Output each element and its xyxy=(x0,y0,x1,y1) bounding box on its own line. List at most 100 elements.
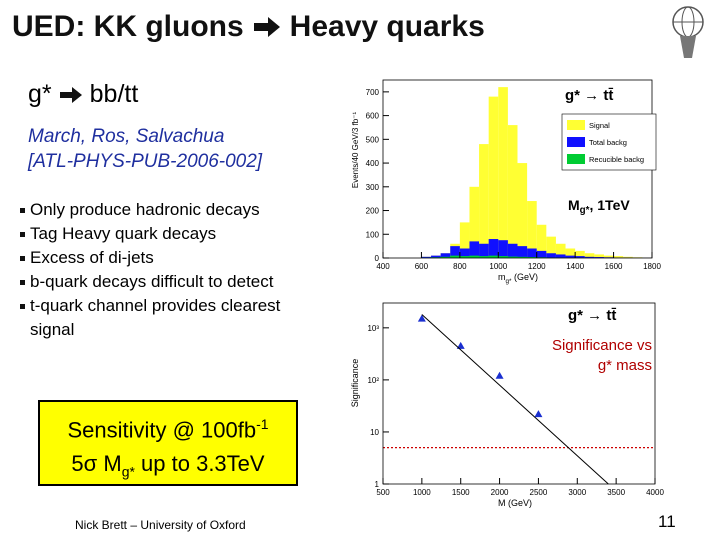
histogram-bar xyxy=(546,253,556,258)
footer: Nick Brett – University of Oxford xyxy=(75,518,246,532)
y-tick-label: 200 xyxy=(366,207,380,216)
legend-label: Signal xyxy=(589,121,610,130)
label-rest: (GeV) xyxy=(511,272,538,282)
y-tick-label: 0 xyxy=(375,254,380,263)
x-tick-label: 4000 xyxy=(646,488,664,497)
x-tick-label: 2000 xyxy=(491,488,509,497)
sensitivity-box: Sensitivity @ 100fb-1 5σ Mg* up to 3.3Te… xyxy=(38,400,298,486)
legend-swatch xyxy=(567,137,585,147)
legend-label: Total backg xyxy=(589,138,627,147)
histogram-bar xyxy=(584,253,595,258)
annotation: Significance vs xyxy=(552,337,652,354)
x-tick-label: 3500 xyxy=(607,488,625,497)
legend: Signal Total backg Recucible backg xyxy=(561,113,657,171)
histogram-bar xyxy=(459,222,470,258)
bullet: b-quark decays difficult to detect xyxy=(20,270,292,294)
x-tick-label: 1000 xyxy=(413,488,431,497)
y-tick-label: 10² xyxy=(367,376,379,385)
label-sub: g* xyxy=(506,278,513,285)
histogram-bar xyxy=(450,246,460,258)
histogram-bar xyxy=(517,246,528,258)
atlas-logo xyxy=(672,6,704,58)
histogram-bar xyxy=(431,255,441,258)
histogram-bar xyxy=(517,163,528,258)
reference-line: [ATL-PHYS-PUB-2006-002] xyxy=(28,151,263,172)
histogram-bar xyxy=(594,254,604,258)
box-line: 5σ Mg* up to 3.3TeV xyxy=(40,447,296,488)
label-rest: , 1TeV xyxy=(589,197,630,213)
y-tick-label: 300 xyxy=(366,183,380,192)
label-main: M xyxy=(568,197,580,213)
title-right: Heavy quarks xyxy=(289,10,485,43)
histogram-bar xyxy=(488,96,499,258)
x-tick-label: 1400 xyxy=(566,262,584,271)
y-tick-label: 500 xyxy=(366,135,380,144)
reference: March, Ros, Salvachua [ATL-PHYS-PUB-2006… xyxy=(28,124,262,174)
histogram-bar xyxy=(555,243,566,258)
bullet: Tag Heavy quark decays xyxy=(20,222,292,246)
y-tick-label: 1 xyxy=(375,480,380,489)
legend-swatch xyxy=(567,120,585,130)
bullet: Only produce hadronic decays xyxy=(20,198,292,222)
histogram-bar xyxy=(507,256,518,258)
point xyxy=(417,314,426,322)
histogram-bar xyxy=(469,241,480,258)
histogram-bar xyxy=(527,248,537,258)
histogram-bar xyxy=(498,240,508,258)
histogram-bar xyxy=(507,125,518,259)
title-left: UED: KK gluons xyxy=(12,10,244,43)
page-number: 11 xyxy=(658,512,676,531)
box-text: 5σ M xyxy=(71,451,122,477)
histogram-bar xyxy=(584,256,595,258)
histogram-bar xyxy=(469,186,480,258)
x-tick-label: 600 xyxy=(415,262,429,271)
histogram-bar xyxy=(594,257,604,258)
x-tick-label: 1200 xyxy=(528,262,546,271)
x-axis-label: M (GeV) xyxy=(498,498,532,508)
y-tick-label: 100 xyxy=(366,230,380,239)
point xyxy=(495,371,504,379)
title: UED: KK gluons Heavy quarks xyxy=(12,10,485,44)
y-tick-label: 10 xyxy=(370,428,379,437)
histogram-bar xyxy=(488,255,499,258)
point xyxy=(456,341,465,349)
x-tick-label: 500 xyxy=(376,488,390,497)
subtitle-right: bb/tt xyxy=(89,80,139,108)
histogram-bar xyxy=(459,248,470,258)
chart-title: g* → tt̄ xyxy=(565,87,614,104)
histogram-bar xyxy=(575,250,585,258)
histogram-bar xyxy=(488,239,499,258)
y-tick-label: 10³ xyxy=(367,324,379,333)
bullet-list: Only produce hadronic decays Tag Heavy qu… xyxy=(20,198,305,342)
chart: 400 600 800 1000 1200 1400 1600 1800 0 100 200 300 4… xyxy=(345,68,665,285)
x-tick-label: 1500 xyxy=(452,488,470,497)
box-line: Sensitivity @ 100fb-1 xyxy=(40,407,296,447)
histogram-bar xyxy=(613,256,624,258)
histogram-bar xyxy=(498,87,508,259)
histogram-bar xyxy=(603,255,614,258)
histogram-bar xyxy=(421,256,432,258)
reference-line: March, Ros, Salvachua xyxy=(28,126,225,147)
bullet: t-quark channel provides clearest signal xyxy=(20,294,292,342)
label-main: m xyxy=(498,272,506,282)
chart: 500 1000 1500 2000 2500 3000 3500 4000 1 10 10² 10³… xyxy=(345,290,665,512)
label: Mg*, 1TeV xyxy=(568,197,630,216)
point xyxy=(534,410,543,418)
histogram-bar xyxy=(565,248,576,258)
label: mg* (GeV) xyxy=(498,272,538,285)
histogram-bar xyxy=(440,256,451,258)
annotation: g* mass xyxy=(598,357,652,374)
arrow-icon xyxy=(253,17,280,37)
chart-frame xyxy=(345,290,665,512)
fit-line xyxy=(421,314,609,485)
y-tick-label: 400 xyxy=(366,159,380,168)
histogram-bar xyxy=(459,256,470,258)
box-sup: -1 xyxy=(256,416,269,432)
histogram-bar xyxy=(555,254,566,258)
box-sub: g* xyxy=(121,463,135,480)
histogram-bar xyxy=(527,257,537,258)
histogram-bar xyxy=(517,256,528,258)
histogram-bar xyxy=(450,255,460,258)
x-tick-label: 2500 xyxy=(530,488,548,497)
